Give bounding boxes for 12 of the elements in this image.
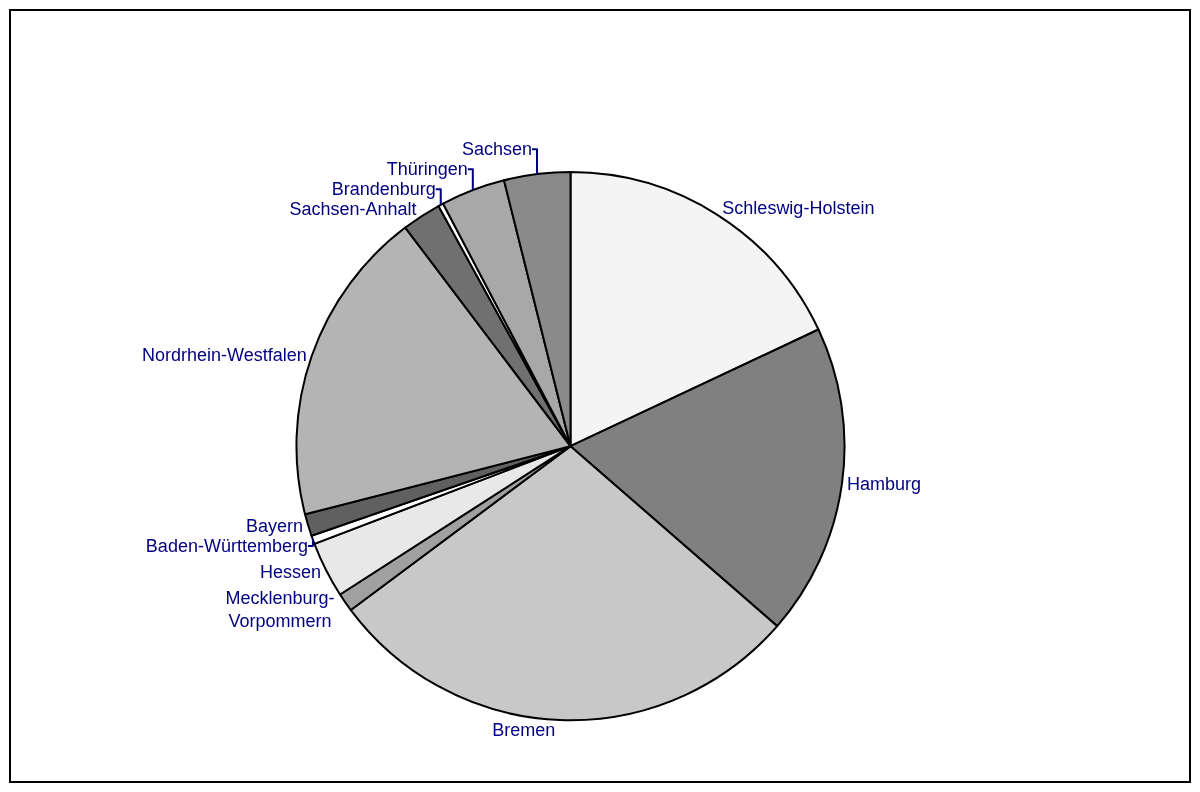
slice-label: Brandenburg [331, 179, 436, 200]
slice-label: Hamburg [846, 474, 921, 495]
slice-label: Mecklenburg- Vorpommern [225, 587, 335, 632]
slice-label: Hessen [259, 561, 321, 582]
slice-label: Sachsen-Anhalt [289, 199, 417, 220]
slice-label: Bremen [492, 720, 556, 741]
slice-label: Nordrhein-Westfalen [142, 344, 307, 365]
slice-label: Thüringen [386, 159, 468, 180]
slice-label: Sachsen [461, 139, 533, 160]
slice-label: Schleswig-Holstein [722, 197, 875, 218]
slice-label: Baden-Württemberg [145, 535, 308, 556]
slice-label: Bayern [246, 515, 304, 536]
